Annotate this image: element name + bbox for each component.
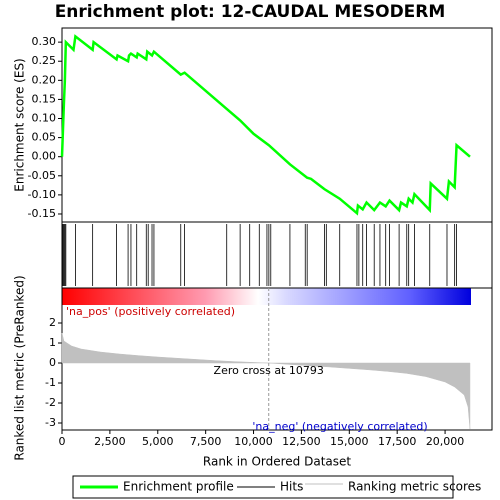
y-axis-label: Enrichment score (ES) xyxy=(13,58,27,191)
y-tick-label: -0.05 xyxy=(28,169,56,182)
y-tick-label: 0.20 xyxy=(32,73,57,86)
y-tick-label: 0.25 xyxy=(32,54,57,67)
y-tick-label: 0.00 xyxy=(32,150,57,163)
y-tick-label: 1 xyxy=(49,336,56,349)
legend-entry: Enrichment profile xyxy=(123,480,234,494)
y-tick-label: 0 xyxy=(49,356,56,369)
enrichment-line xyxy=(60,34,471,216)
color-bar xyxy=(62,288,471,305)
y-tick-label: -0.15 xyxy=(28,207,56,220)
y-axis-label: Ranked list metric (PreRanked) xyxy=(13,275,27,460)
y-tick-label: 0.05 xyxy=(32,131,57,144)
annotation: 'na_pos' (positively correlated) xyxy=(66,305,235,318)
x-tick-label: 17,500 xyxy=(378,435,417,448)
chart-title: Enrichment plot: 12-CAUDAL MESODERM xyxy=(55,2,446,22)
y-tick-label: 0.10 xyxy=(32,112,57,125)
annotation: Zero cross at 10793 xyxy=(214,364,324,377)
x-tick-label: 5,000 xyxy=(142,435,174,448)
annotation: 'na_neg' (negatively correlated) xyxy=(252,420,427,433)
y-tick-label: -1 xyxy=(45,376,56,389)
x-tick-label: 2,500 xyxy=(94,435,126,448)
y-tick-label: 0.15 xyxy=(32,92,57,105)
x-tick-label: 7,500 xyxy=(190,435,222,448)
legend-entry: Ranking metric scores xyxy=(348,480,481,494)
hits-frame xyxy=(61,221,493,289)
x-tick-label: 15,000 xyxy=(330,435,369,448)
y-tick-label: 2 xyxy=(49,316,56,329)
metric-area xyxy=(61,332,471,430)
y-tick-label: -0.10 xyxy=(28,188,56,201)
y-tick-label: -2 xyxy=(45,396,56,409)
es-frame xyxy=(61,27,493,223)
x-tick-label: 0 xyxy=(59,435,66,448)
y-tick-label: -3 xyxy=(45,416,56,429)
x-axis-label: Rank in Ordered Dataset xyxy=(203,455,351,469)
legend-entry: Hits xyxy=(280,480,303,494)
x-tick-label: 20,000 xyxy=(426,435,465,448)
x-tick-label: 12,500 xyxy=(282,435,321,448)
y-tick-label: 0.30 xyxy=(32,35,57,48)
x-tick-label: 10,000 xyxy=(234,435,273,448)
